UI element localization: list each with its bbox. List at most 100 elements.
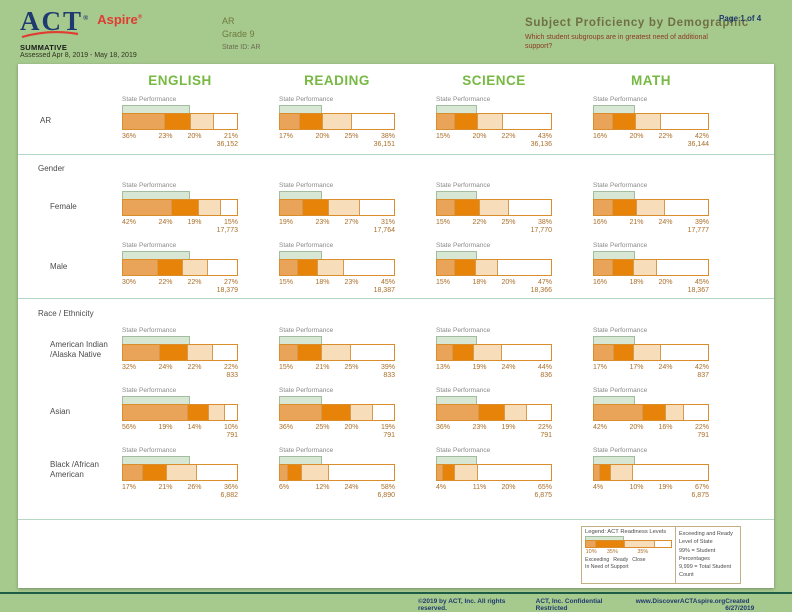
percent-labels: 16% 21% 24% 39% bbox=[593, 219, 709, 226]
segment-ready bbox=[321, 405, 350, 420]
readiness-stacked-bar bbox=[436, 344, 552, 361]
act-aspire-logo: ACT® Aspire® bbox=[20, 8, 142, 42]
pct-ready: 21% bbox=[158, 484, 173, 491]
state-benchmark-overlay bbox=[279, 191, 322, 199]
pct-in-need: 22% bbox=[694, 424, 709, 431]
cell-male-science: State Performance 15% 18% 20% 47% 18,366 bbox=[436, 242, 552, 298]
cell-black-math: State Performance 4% 10% 19% 67% 6,875 bbox=[593, 447, 709, 503]
readiness-stacked-bar bbox=[436, 259, 552, 276]
segment-close bbox=[300, 465, 328, 480]
section-divider bbox=[18, 154, 774, 155]
segment-in-need bbox=[507, 200, 551, 215]
segment-exceeding bbox=[594, 114, 613, 129]
segment-exceeding bbox=[437, 200, 455, 215]
aspire-wordmark: Aspire® bbox=[97, 12, 143, 27]
percent-labels: 6% 12% 24% 58% bbox=[279, 484, 395, 491]
percent-labels: 4% 11% 20% 65% bbox=[436, 484, 552, 491]
state-benchmark-overlay bbox=[436, 191, 477, 199]
readiness-stacked-bar bbox=[122, 113, 238, 130]
readiness-stacked-bar bbox=[279, 404, 395, 421]
segment-exceeding bbox=[594, 465, 599, 480]
pct-in-need: 45% bbox=[380, 279, 395, 286]
pct-close: 24% bbox=[658, 219, 673, 226]
pct-ready: 18% bbox=[472, 279, 487, 286]
legend-notes: Exceeding and Ready Level of State 99% =… bbox=[676, 527, 740, 583]
segment-in-need bbox=[224, 405, 236, 420]
total-student-count: 791 bbox=[697, 432, 709, 439]
row-label-female: Female bbox=[50, 202, 77, 211]
segment-ready bbox=[612, 114, 636, 129]
footer-divider bbox=[0, 592, 792, 594]
percent-labels: 56% 19% 14% 10% bbox=[122, 424, 238, 431]
registered-mark: ® bbox=[83, 14, 91, 22]
pct-exceeding: 17% bbox=[593, 364, 608, 371]
row-asian: Asian State Performance 56% 19% 14% 10% 791… bbox=[18, 387, 774, 443]
pct-ready: 18% bbox=[629, 279, 644, 286]
percent-labels: 19% 23% 27% 31% bbox=[279, 219, 395, 226]
pct-exceeding: 15% bbox=[436, 279, 451, 286]
total-student-count: 833 bbox=[226, 372, 238, 379]
readiness-stacked-bar bbox=[593, 199, 709, 216]
footer-copyright: ©2019 by ACT, Inc. All rights reserved. bbox=[418, 598, 506, 612]
pct-exceeding: 42% bbox=[593, 424, 608, 431]
state-performance-label: State Performance bbox=[436, 327, 491, 334]
state-benchmark-overlay bbox=[593, 105, 635, 113]
pct-exceeding: 32% bbox=[122, 364, 137, 371]
segment-ready bbox=[142, 465, 167, 480]
row-label-ar: AR bbox=[40, 116, 52, 125]
row-male: Male State Performance 30% 22% 22% 27% 18,3… bbox=[18, 242, 774, 298]
segment-ready bbox=[641, 405, 665, 420]
pct-in-need: 22% bbox=[537, 424, 552, 431]
segment-exceeding bbox=[280, 260, 297, 275]
readiness-stacked-bar bbox=[279, 464, 395, 481]
pct-exceeding: 16% bbox=[593, 279, 608, 286]
state-performance-label: State Performance bbox=[593, 242, 648, 249]
pct-close: 19% bbox=[501, 424, 516, 431]
state-benchmark-overlay bbox=[279, 396, 322, 404]
section-divider bbox=[18, 298, 774, 299]
pct-exceeding: 6% bbox=[279, 484, 290, 491]
segment-close bbox=[454, 465, 477, 480]
cell-female-science: State Performance 15% 22% 25% 38% 17,770 bbox=[436, 182, 552, 238]
readiness-stacked-bar bbox=[122, 199, 238, 216]
state-performance-label: State Performance bbox=[279, 242, 334, 249]
act-wordmark: ACT® bbox=[20, 6, 91, 36]
readiness-stacked-bar bbox=[593, 464, 709, 481]
segment-ready bbox=[299, 114, 323, 129]
state-performance-label: State Performance bbox=[122, 387, 177, 394]
report-title: Subject Proficiency by Demographic bbox=[525, 17, 749, 29]
legend-box: Legend: ACT Readiness Levels 10% 35% 35% E… bbox=[581, 526, 741, 584]
org-block: AR Grade 9 State ID: AR bbox=[222, 15, 261, 53]
row-black: Black /African American State Performance… bbox=[18, 447, 774, 503]
legend-level-exceeding: Exceeding bbox=[585, 557, 610, 563]
pct-exceeding: 36% bbox=[122, 133, 137, 140]
readiness-stacked-bar bbox=[593, 404, 709, 421]
total-student-count: 17,777 bbox=[687, 227, 709, 234]
act-swoosh-icon bbox=[21, 30, 79, 39]
cell-male-reading: State Performance 15% 18% 23% 45% 18,387 bbox=[279, 242, 395, 298]
segment-close bbox=[349, 405, 373, 420]
segment-exceeding bbox=[437, 345, 452, 360]
segment-ready bbox=[186, 405, 209, 420]
pct-close: 16% bbox=[658, 424, 673, 431]
pct-ready: 18% bbox=[315, 279, 330, 286]
segment-close bbox=[609, 465, 632, 480]
percent-labels: 4% 10% 19% 67% bbox=[593, 484, 709, 491]
percent-labels: 15% 20% 22% 43% bbox=[436, 133, 552, 140]
segment-ready bbox=[441, 465, 455, 480]
state-benchmark-overlay bbox=[122, 336, 191, 344]
state-performance-label: State Performance bbox=[279, 182, 334, 189]
total-student-count: 6,875 bbox=[534, 492, 552, 499]
cell-american-indian-science: State Performance 13% 19% 24% 44% 836 bbox=[436, 327, 552, 383]
cell-ar-science: State Performance 15% 20% 22% 43% 36,136 bbox=[436, 96, 552, 152]
segment-close bbox=[208, 405, 225, 420]
row-ar: AR State Performance 36% 23% 20% 21% 36,152… bbox=[18, 96, 774, 152]
cell-black-reading: State Performance 6% 12% 24% 58% 6,890 bbox=[279, 447, 395, 503]
pct-in-need: 31% bbox=[380, 219, 395, 226]
segment-in-need bbox=[343, 260, 394, 275]
cell-asian-science: State Performance 36% 23% 19% 22% 791 bbox=[436, 387, 552, 443]
segment-ready bbox=[612, 200, 637, 215]
segment-ready bbox=[613, 345, 633, 360]
legend-percent-note: 99% = Student Percentages bbox=[679, 547, 716, 562]
cell-black-english: State Performance 17% 21% 26% 36% 6,882 bbox=[122, 447, 238, 503]
